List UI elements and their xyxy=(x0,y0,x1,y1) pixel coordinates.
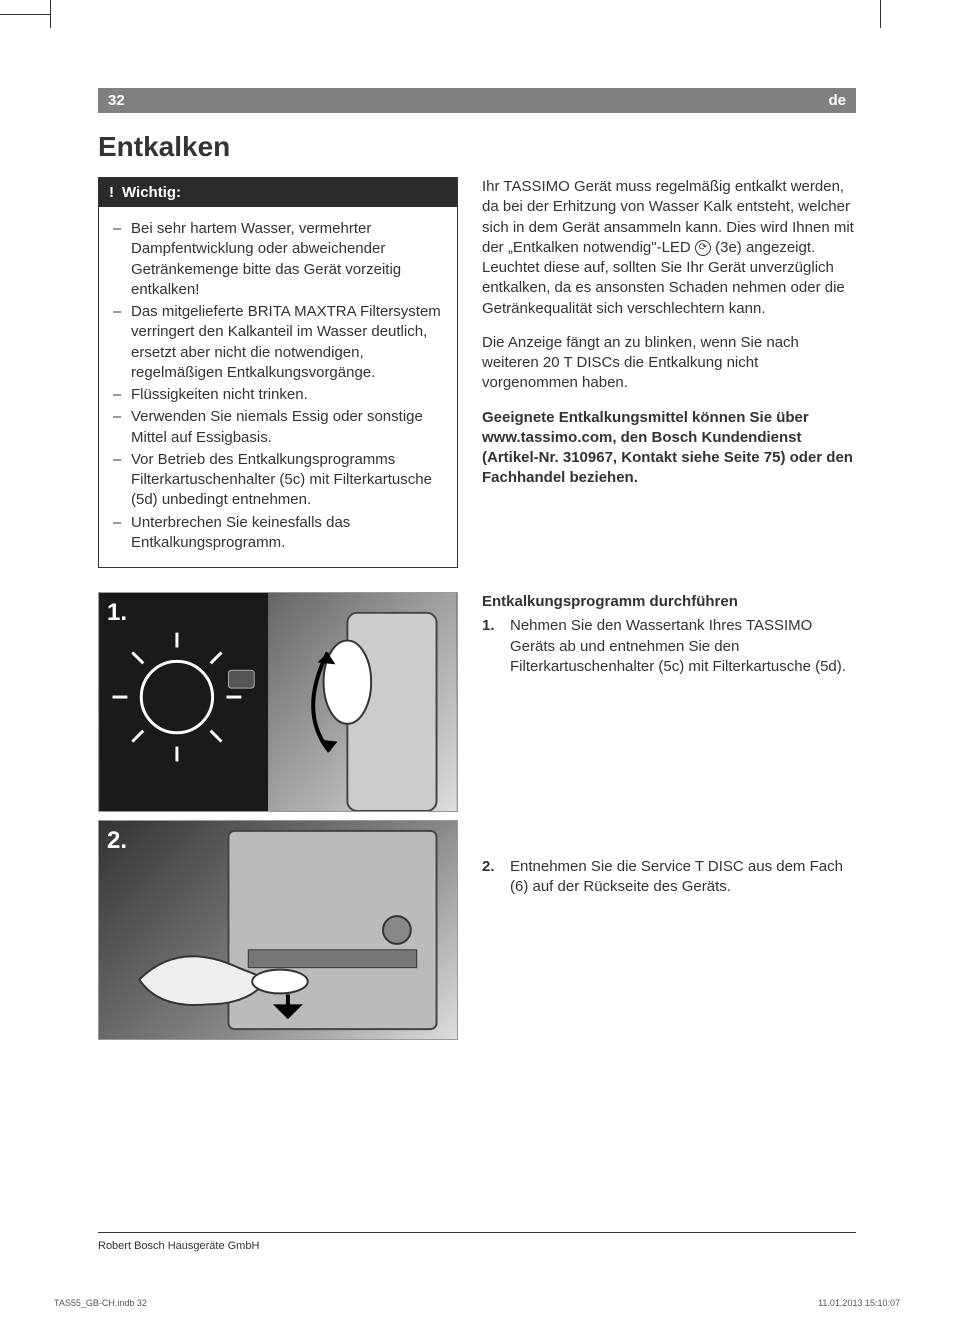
figure-number: 2. xyxy=(107,827,127,855)
figure-step-2: 2. xyxy=(98,820,458,1040)
step-text: Nehmen Sie den Wassertank Ihres TASSIMO … xyxy=(510,617,846,675)
illustration-icon xyxy=(99,593,457,811)
page-title: Entkalken xyxy=(98,131,856,163)
descale-led-icon: ⟳ xyxy=(695,240,711,256)
step-item: 1. Nehmen Sie den Wassertank Ihres TASSI… xyxy=(482,616,856,677)
step-text: Entnehmen Sie die Service T DISC aus dem… xyxy=(510,858,843,895)
body-paragraph: Ihr TASSIMO Gerät muss regelmäßig entkal… xyxy=(482,177,856,319)
footer-company: Robert Bosch Hausgeräte GmbH xyxy=(98,1240,259,1252)
list-item: Flüssigkeiten nicht trinken. xyxy=(113,385,443,405)
body-paragraph: Die Anzeige fängt an zu blinken, wenn Si… xyxy=(482,333,856,394)
important-label: Wichtig: xyxy=(122,184,181,201)
page-lang: de xyxy=(828,92,846,109)
page-body: 32 de Entkalken ! Wichtig: Bei sehr hart… xyxy=(98,88,856,1078)
figure-step-1: 1. xyxy=(98,592,458,812)
body-paragraph-bold: Geeignete Entkalkungsmittel können Sie ü… xyxy=(482,408,856,489)
step-item: 2. Entnehmen Sie die Service T DISC aus … xyxy=(482,857,856,898)
warning-icon: ! xyxy=(109,184,114,201)
list-item: Verwenden Sie niemals Essig oder sonstig… xyxy=(113,407,443,448)
crop-mark xyxy=(0,14,50,15)
page-number: 32 xyxy=(108,92,125,109)
crop-mark xyxy=(880,0,881,28)
list-item: Unterbrechen Sie keinesfalls das Entkalk… xyxy=(113,513,443,554)
important-box: ! Wichtig: Bei sehr hartem Wasser, verme… xyxy=(98,177,458,568)
illustration-icon xyxy=(99,821,457,1039)
print-meta-file: TAS55_GB-CH.indb 32 xyxy=(54,1298,147,1308)
figure-number: 1. xyxy=(107,599,127,627)
steps-heading: Entkalkungsprogramm durchführen xyxy=(482,592,856,612)
step-number: 1. xyxy=(482,616,495,636)
print-meta-timestamp: 11.01.2013 15:10:07 xyxy=(818,1298,900,1308)
list-item: Das mitgelieferte BRITA MAXTRA Filtersys… xyxy=(113,302,443,383)
step-number: 2. xyxy=(482,857,495,877)
important-header: ! Wichtig: xyxy=(99,178,457,207)
list-item: Vor Betrieb des Entkalkungs­programms Fi… xyxy=(113,450,443,511)
page-header-bar: 32 de xyxy=(98,88,856,113)
important-list: Bei sehr hartem Wasser, vermehrter Dampf… xyxy=(113,219,443,553)
footer-rule xyxy=(98,1232,856,1233)
crop-mark xyxy=(50,0,51,28)
list-item: Bei sehr hartem Wasser, vermehrter Dampf… xyxy=(113,219,443,300)
